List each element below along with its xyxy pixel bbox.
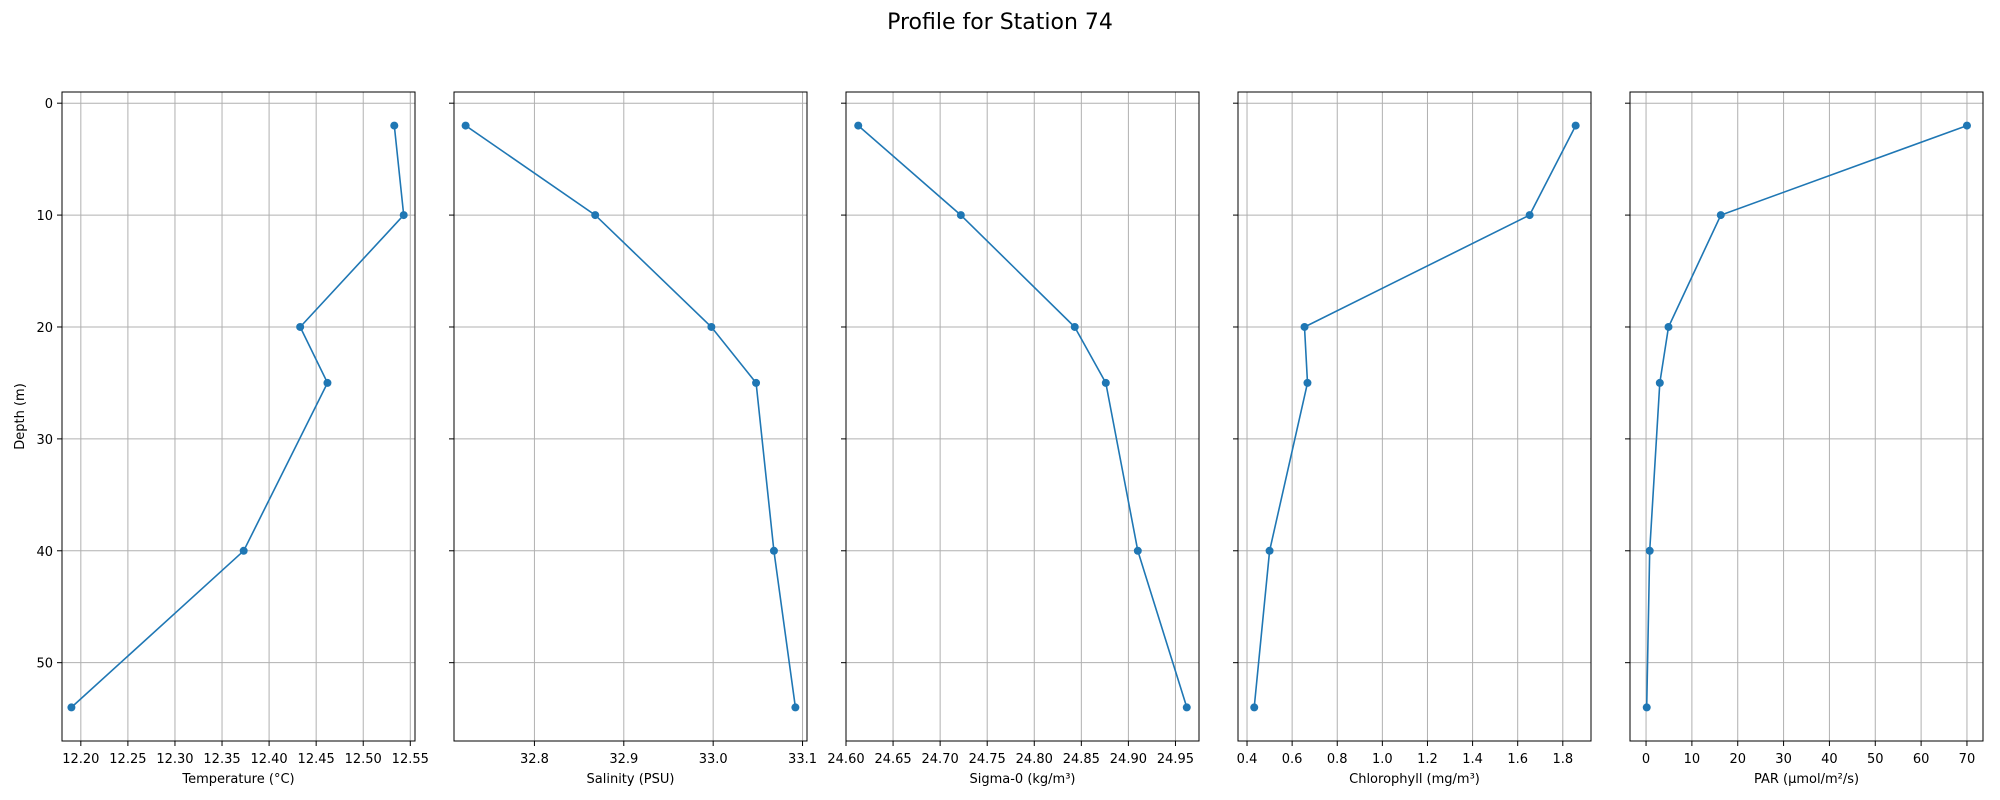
x-tick-label: 0.6 — [1282, 752, 1303, 767]
data-point — [239, 546, 248, 555]
data-point — [956, 211, 965, 220]
x-axis-label: Temperature (°C) — [181, 772, 294, 787]
x-tick-label: 12.45 — [298, 752, 335, 767]
x-tick-label: 20 — [1729, 752, 1746, 767]
x-tick-label: 0.4 — [1237, 752, 1258, 767]
data-point — [1655, 378, 1664, 387]
y-tick-label: 30 — [36, 433, 53, 448]
data-point — [399, 211, 408, 220]
y-tick-label: 0 — [45, 97, 53, 112]
x-tick-label: 32.9 — [609, 752, 638, 767]
x-tick-label: 12.35 — [203, 752, 240, 767]
x-tick-label: 40 — [1821, 752, 1838, 767]
x-axis-label: Chlorophyll (mg/m³) — [1349, 772, 1480, 787]
data-point — [1250, 703, 1259, 712]
data-point — [1642, 703, 1651, 712]
series-line — [1253, 125, 1577, 708]
data-point — [1265, 546, 1274, 555]
data-point — [1525, 211, 1534, 220]
x-tick-label: 24.75 — [969, 752, 1006, 767]
data-point — [1645, 546, 1654, 555]
axes-frame — [61, 91, 416, 742]
x-tick-label: 24.80 — [1016, 752, 1053, 767]
data-point — [591, 211, 600, 220]
data-point — [1101, 378, 1110, 387]
x-tick-label: 1.4 — [1462, 752, 1483, 767]
data-point — [752, 378, 761, 387]
panel-2: 32.8 32.9 33.0 33.1 Salinity (PSU) — [449, 91, 817, 787]
data-point — [854, 121, 863, 130]
x-tick-label: 12.40 — [250, 752, 287, 767]
x-tick-label: 0 — [1642, 752, 1650, 767]
x-tick-label: 24.65 — [874, 752, 911, 767]
x-tick-label: 24.60 — [827, 752, 864, 767]
x-tick-label: 1.2 — [1417, 752, 1438, 767]
x-tick-label: 12.30 — [156, 752, 193, 767]
data-point — [1182, 703, 1191, 712]
panel-1: 12.20 12.25 12.30 12.35 12.40 12.45 12.50 12.55… — [36, 91, 429, 787]
data-point — [323, 378, 332, 387]
x-tick-label: 10 — [1684, 752, 1701, 767]
x-tick-label: 30 — [1775, 752, 1792, 767]
y-tick-label: 10 — [36, 209, 53, 224]
x-tick-label: 24.90 — [1110, 752, 1147, 767]
data-point — [296, 322, 305, 331]
series-line — [1645, 124, 1968, 708]
y-tick-label: 20 — [36, 321, 53, 336]
data-point — [791, 703, 800, 712]
data-point — [1133, 546, 1142, 555]
x-tick-label: 33.1 — [788, 752, 817, 767]
panel-3: 24.60 24.65 24.70 24.75 24.80 24.85 24.90 24.95… — [827, 91, 1200, 787]
x-tick-label: 24.95 — [1157, 752, 1194, 767]
x-tick-label: 60 — [1913, 752, 1930, 767]
x-axis-label: Salinity (PSU) — [587, 772, 675, 787]
x-tick-label: 32.8 — [520, 752, 549, 767]
axes-frame — [1237, 91, 1592, 742]
data-point — [461, 121, 470, 130]
data-point — [1664, 322, 1673, 331]
data-point — [1070, 322, 1079, 331]
data-point — [707, 322, 716, 331]
x-tick-label: 12.20 — [62, 752, 99, 767]
x-tick-label: 12.25 — [109, 752, 146, 767]
y-tick-label: 50 — [36, 657, 53, 672]
x-tick-label: 12.50 — [345, 752, 382, 767]
y-axis-label: Depth (m) — [13, 383, 28, 450]
data-point — [1716, 211, 1725, 220]
panel-5: 0 10 20 30 40 50 60 70 PAR (µmol/m²/s) — [1625, 91, 1984, 787]
x-axis-label: Sigma-0 (kg/m³) — [969, 772, 1075, 787]
x-axis-label: PAR (µmol/m²/s) — [1754, 772, 1859, 787]
y-tick-label: 40 — [36, 545, 53, 560]
x-tick-label: 12.55 — [392, 752, 429, 767]
x-tick-label: 50 — [1867, 752, 1884, 767]
data-point — [1962, 121, 1971, 130]
x-tick-label: 1.8 — [1552, 752, 1573, 767]
data-point — [1303, 378, 1312, 387]
figure-title: Profile for Station 74 — [887, 10, 1113, 35]
data-point — [390, 121, 399, 130]
x-tick-label: 0.8 — [1327, 752, 1348, 767]
x-tick-label: 1.6 — [1507, 752, 1528, 767]
series-line — [857, 124, 1188, 708]
data-point — [1300, 322, 1309, 331]
data-point — [1571, 121, 1580, 130]
series-line — [70, 125, 405, 708]
panel-4: 0.4 0.6 0.8 1.0 1.2 1.4 1.6 1.8 Chlorophyll (mg/… — [1233, 91, 1592, 787]
series-line — [465, 124, 797, 708]
x-tick-label: 33.0 — [699, 752, 728, 767]
axes-frame — [1629, 91, 1984, 742]
data-point — [67, 703, 76, 712]
data-point — [769, 546, 778, 555]
x-tick-label: 24.85 — [1063, 752, 1100, 767]
x-tick-label: 70 — [1959, 752, 1976, 767]
axes-frame — [845, 91, 1200, 742]
axes-frame — [453, 91, 808, 742]
x-tick-label: 1.0 — [1372, 752, 1393, 767]
x-tick-label: 24.70 — [922, 752, 959, 767]
